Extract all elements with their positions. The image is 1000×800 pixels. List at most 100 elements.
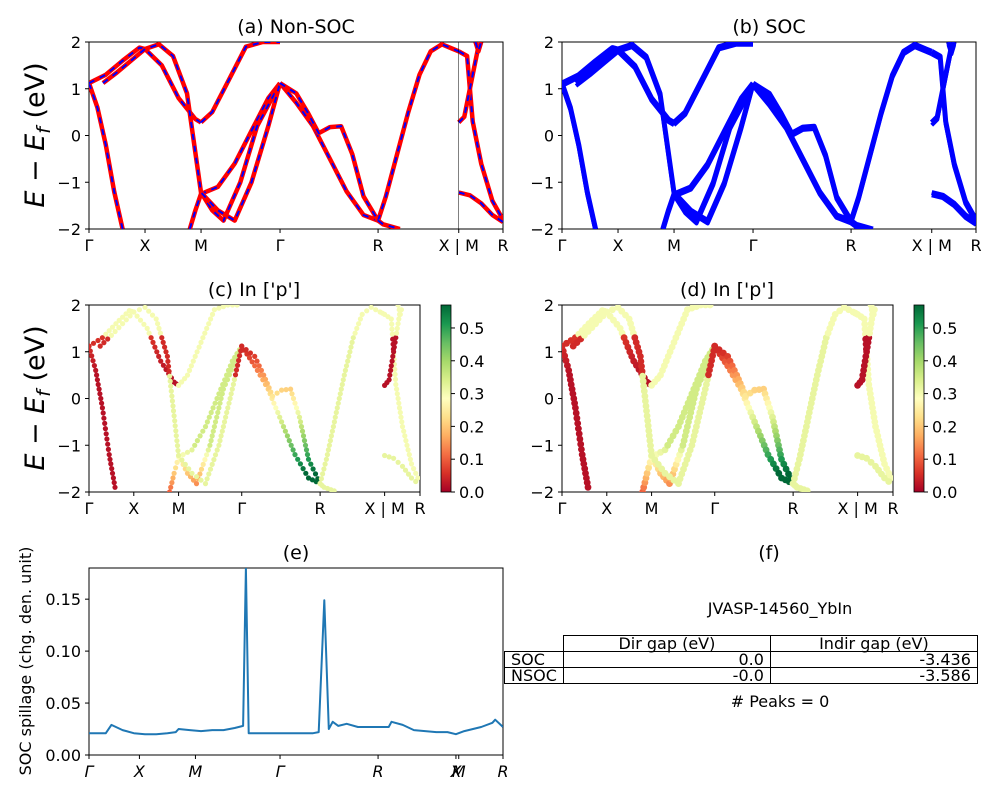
band-point — [204, 452, 210, 458]
band-point — [389, 321, 395, 327]
band-point — [645, 464, 652, 472]
band-point — [392, 366, 398, 372]
band-point — [176, 452, 182, 459]
colorbar-tick-label: 0.0 — [932, 483, 957, 502]
band-point — [224, 409, 230, 416]
band-point — [220, 386, 226, 392]
band-point — [93, 367, 99, 373]
band-point — [208, 409, 214, 416]
band-point — [152, 344, 158, 350]
band-point — [373, 307, 379, 313]
band-point — [169, 480, 175, 486]
band-point — [116, 325, 122, 331]
band-point — [235, 362, 241, 368]
x-tick-label: X | M — [912, 236, 952, 255]
band-point — [98, 395, 104, 402]
y-tick-label: 0 — [544, 390, 554, 409]
x-tick-label: Γ — [276, 236, 285, 255]
band-point — [97, 343, 103, 349]
band-point — [95, 337, 101, 344]
spillage-line — [89, 568, 503, 736]
band-point — [407, 456, 413, 462]
band-point — [206, 471, 212, 477]
band-point — [179, 379, 185, 385]
band-point — [356, 321, 362, 327]
band-point — [394, 386, 400, 392]
band-point — [885, 478, 893, 485]
band-point — [89, 353, 95, 359]
band-point — [211, 307, 217, 313]
x-tick-label: M — [452, 762, 466, 781]
band-point — [397, 409, 403, 416]
y-tick-label: −1 — [530, 173, 554, 192]
band-line-dashed — [279, 82, 379, 222]
band-point — [305, 475, 312, 481]
band-point — [233, 367, 240, 373]
band-point — [388, 367, 394, 373]
band-point — [402, 467, 409, 473]
band-point — [302, 442, 309, 448]
band-point — [334, 405, 340, 411]
band-point — [180, 452, 186, 458]
band-point — [388, 316, 394, 322]
colorbar — [913, 304, 925, 493]
band-line-dashed — [377, 43, 460, 221]
band-point — [134, 313, 140, 319]
band-point — [224, 377, 231, 383]
band-point — [136, 307, 142, 313]
band-point — [331, 419, 337, 425]
band-point — [210, 428, 216, 434]
y-tick-label: 0 — [71, 390, 81, 409]
band-point — [401, 428, 407, 434]
band-point — [188, 363, 194, 369]
band-point — [860, 315, 868, 323]
x-tick-label: Γ — [85, 236, 94, 255]
band-point — [389, 358, 395, 364]
band-line-soc-split — [849, 45, 933, 225]
band-point — [277, 414, 283, 420]
band-point — [219, 428, 225, 434]
band-point — [254, 358, 260, 364]
band-point — [246, 355, 253, 361]
spillage-line-group — [89, 568, 503, 736]
band-point — [395, 459, 401, 465]
band-point — [261, 372, 267, 378]
band-point — [127, 313, 133, 319]
y-tick-label: 1 — [544, 343, 554, 362]
band-point — [106, 452, 112, 458]
x-tick-label: Γ — [85, 762, 95, 781]
band-point — [219, 391, 225, 397]
band-point — [162, 344, 168, 350]
band-lines — [562, 42, 976, 229]
band-point — [643, 469, 651, 477]
band-point — [104, 436, 110, 442]
band-point — [207, 442, 213, 448]
band-line-soc-split — [751, 84, 853, 225]
band-point — [207, 466, 214, 472]
band-point — [644, 422, 652, 430]
band-point — [211, 457, 217, 463]
band-point — [218, 433, 224, 439]
x-tick-label: X | M — [837, 499, 877, 518]
band-point — [184, 470, 191, 476]
band-point — [573, 414, 581, 422]
band-point — [339, 381, 345, 388]
band-point — [89, 343, 92, 349]
band-point — [572, 404, 579, 412]
band-line-soc-split — [946, 44, 957, 57]
band-point — [163, 349, 169, 355]
band-point — [172, 418, 178, 424]
band-point — [275, 409, 281, 416]
y-tick-label: −2 — [57, 483, 81, 502]
band-line-soc-split — [849, 221, 871, 229]
band-point — [194, 438, 200, 444]
band-point — [318, 476, 324, 482]
x-tick-label: X | M — [364, 499, 404, 518]
band-point — [413, 470, 419, 476]
band-point — [323, 456, 329, 462]
band-point — [349, 339, 355, 345]
colorbar-tick-label: 0.3 — [932, 385, 957, 404]
band-point — [200, 335, 206, 341]
band-point — [394, 325, 400, 331]
band-point — [282, 428, 288, 434]
